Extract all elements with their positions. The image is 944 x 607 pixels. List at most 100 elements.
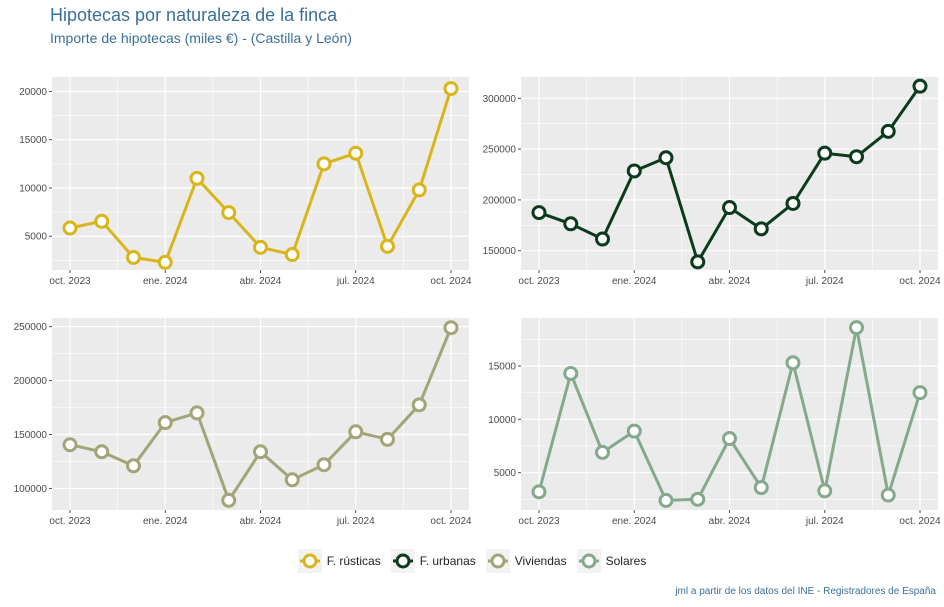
legend: F. rústicas F. urbanas Viviendas (0, 549, 944, 573)
y-tick-label-urbanas: 300000 (483, 94, 517, 105)
data-point-rusticas (316, 156, 332, 172)
data-point-viviendas (126, 458, 141, 474)
x-tick-label-solares: jul. 2024 (805, 516, 844, 527)
data-point-rusticas (253, 239, 268, 255)
data-point-viviendas (157, 415, 173, 431)
data-point-rusticas (126, 249, 141, 265)
y-tick-label-urbanas: 150000 (483, 246, 517, 257)
data-point-urbanas (785, 195, 801, 211)
data-point-urbanas (912, 78, 928, 94)
data-point-solares (722, 431, 737, 447)
x-tick-label-viviendas: jul. 2024 (336, 516, 375, 527)
data-point-viviendas (348, 424, 364, 440)
x-tick-label-urbanas: oct. 2024 (899, 276, 941, 287)
x-tick-label-rusticas: jul. 2024 (336, 276, 375, 287)
legend-label-solares: Solares (605, 554, 647, 568)
data-point-solares (912, 385, 928, 401)
data-point-solares (626, 423, 642, 439)
x-tick-label-solares: oct. 2023 (518, 516, 560, 527)
data-point-rusticas (348, 145, 364, 161)
x-tick-label-urbanas: jul. 2024 (805, 276, 844, 287)
legend-key-rusticas (297, 549, 322, 573)
x-tick-label-rusticas: abr. 2024 (240, 276, 282, 287)
data-point-viviendas (411, 397, 427, 413)
x-tick-label-rusticas: oct. 2024 (430, 276, 472, 287)
legend-item-solares: Solares (576, 549, 647, 573)
data-point-solares (753, 480, 769, 496)
data-point-urbanas (595, 231, 610, 247)
source-caption: jml a partir de los datos del INE - Regi… (675, 586, 936, 597)
data-point-urbanas (753, 221, 769, 237)
legend-label-viviendas: Viviendas (514, 554, 567, 568)
y-tick-label-solares: 10000 (488, 415, 516, 426)
y-tick-label-urbanas: 250000 (483, 145, 517, 156)
y-tick-label-viviendas: 250000 (14, 322, 48, 333)
data-point-solares (690, 491, 706, 507)
legend-item-urbanas: F. urbanas (390, 549, 476, 573)
data-point-viviendas (94, 444, 110, 460)
data-point-viviendas (189, 405, 205, 421)
y-tick-label-rusticas: 15000 (19, 135, 47, 146)
legend-key-solares (576, 549, 601, 573)
y-tick-label-rusticas: 5000 (25, 232, 48, 243)
x-tick-label-urbanas: oct. 2023 (518, 276, 560, 287)
y-tick-label-viviendas: 150000 (14, 430, 48, 441)
data-point-rusticas (157, 254, 173, 270)
data-point-urbanas (658, 150, 674, 166)
data-point-urbanas (626, 163, 642, 179)
data-point-urbanas (563, 216, 579, 232)
data-point-rusticas (221, 205, 237, 221)
data-point-urbanas (849, 149, 864, 165)
x-tick-label-urbanas: abr. 2024 (709, 276, 751, 287)
data-point-solares (849, 320, 864, 336)
x-tick-label-solares: ene. 2024 (612, 516, 657, 527)
data-point-rusticas (189, 170, 205, 186)
y-tick-label-urbanas: 200000 (483, 195, 517, 206)
legend-key-urbanas (390, 549, 415, 573)
data-point-solares (817, 483, 833, 499)
chart-title: Hipotecas por naturaleza de la finca (50, 5, 338, 25)
data-point-viviendas (221, 492, 237, 508)
data-point-rusticas (411, 182, 427, 198)
data-point-urbanas (880, 123, 896, 139)
data-point-solares (531, 484, 547, 500)
data-point-solares (785, 355, 801, 371)
data-point-rusticas (284, 247, 300, 263)
y-tick-label-solares: 15000 (488, 362, 516, 373)
legend-key-viviendas (485, 549, 510, 573)
chart-subtitle: Importe de hipotecas (miles €) - (Castil… (50, 30, 352, 46)
y-tick-label-solares: 5000 (494, 468, 517, 479)
data-point-urbanas (817, 145, 833, 161)
data-point-rusticas (380, 238, 395, 254)
data-point-viviendas (443, 320, 459, 336)
data-point-viviendas (284, 472, 300, 488)
data-point-viviendas (380, 431, 395, 447)
y-tick-label-rusticas: 20000 (19, 87, 47, 98)
x-tick-label-viviendas: oct. 2024 (430, 516, 472, 527)
x-tick-label-viviendas: abr. 2024 (240, 516, 282, 527)
data-point-urbanas (722, 200, 737, 216)
x-tick-label-solares: abr. 2024 (709, 516, 751, 527)
data-point-rusticas (62, 220, 78, 236)
legend-item-rusticas: F. rústicas (297, 549, 381, 573)
legend-label-urbanas: F. urbanas (419, 554, 476, 568)
data-point-solares (563, 365, 579, 381)
x-tick-label-rusticas: ene. 2024 (143, 276, 188, 287)
data-point-viviendas (253, 444, 268, 460)
legend-label-rusticas: F. rústicas (326, 554, 381, 568)
data-point-solares (595, 444, 610, 460)
y-tick-label-rusticas: 10000 (19, 183, 47, 194)
x-tick-label-rusticas: oct. 2023 (49, 276, 91, 287)
x-tick-label-urbanas: ene. 2024 (612, 276, 657, 287)
data-point-rusticas (94, 213, 110, 229)
data-point-solares (658, 492, 674, 508)
x-tick-label-viviendas: oct. 2023 (49, 516, 91, 527)
data-point-solares (880, 487, 896, 503)
y-tick-label-viviendas: 200000 (14, 376, 48, 387)
y-tick-label-viviendas: 100000 (14, 484, 48, 495)
legend-item-viviendas: Viviendas (485, 549, 567, 573)
data-point-viviendas (316, 457, 332, 473)
data-point-rusticas (443, 81, 459, 97)
data-point-viviendas (62, 437, 78, 453)
